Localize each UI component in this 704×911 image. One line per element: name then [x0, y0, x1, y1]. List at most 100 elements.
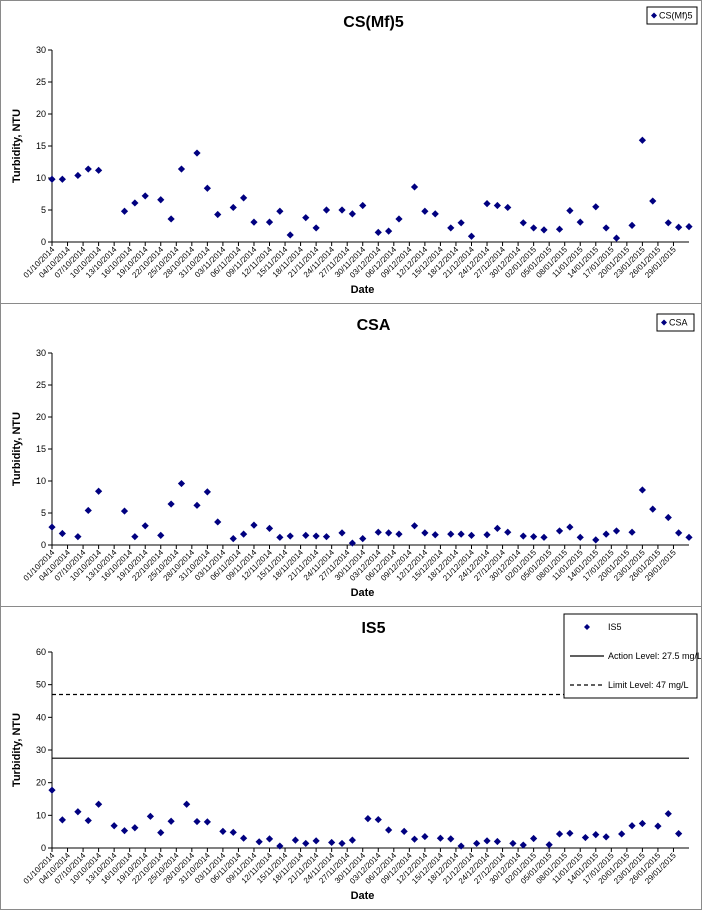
data-point [467, 232, 476, 240]
data-point [467, 531, 476, 539]
data-point [240, 530, 248, 538]
data-point [447, 835, 455, 843]
data-point [120, 507, 129, 515]
data-point [48, 786, 56, 794]
data-point [177, 479, 186, 488]
data-point [250, 218, 258, 226]
data-point [675, 223, 683, 231]
data-point [95, 487, 103, 495]
data-point [338, 839, 346, 848]
data-point [348, 539, 356, 547]
data-point [519, 532, 527, 540]
legend-marker [661, 319, 667, 326]
data-point [322, 206, 331, 214]
data-point [48, 175, 56, 183]
data-point [74, 808, 82, 816]
data-point [555, 527, 564, 535]
data-point [638, 819, 646, 828]
chart-panel-is5: IS5 0 10 20 30 40 50 60 01/10/2014 04/10/2014 07/1… [0, 606, 702, 910]
data-point [592, 203, 600, 211]
legend-marker [584, 624, 590, 630]
data-point [602, 833, 610, 841]
data-point [421, 832, 429, 841]
y-tick-label: 25 [36, 380, 46, 390]
data-point [157, 829, 165, 837]
data-point [447, 530, 455, 538]
data-point [649, 197, 657, 205]
data-point [457, 842, 465, 850]
data-point [483, 531, 491, 539]
chart-cs-mf-5: CS(Mf)505101520253001/10/201404/10/20140… [11, 6, 698, 296]
data-point [265, 218, 274, 226]
y-tick-label: 20 [36, 778, 46, 788]
data-point [131, 199, 139, 207]
y-axis-title: Turbidity, NTU [11, 109, 23, 183]
data-point [286, 532, 294, 540]
data-point [638, 136, 646, 144]
data-point [519, 841, 527, 849]
chart-panel-cs-mf-5: CS(Mf)5 0 5 10 15 20 25 30 01/10/2014 04/10/2014 0… [0, 0, 702, 304]
data-point [214, 210, 222, 219]
data-point [649, 505, 657, 513]
data-point [348, 210, 356, 218]
y-tick-label: 60 [36, 647, 46, 657]
data-point [131, 824, 139, 832]
data-point [141, 192, 149, 200]
legend-marker [651, 12, 657, 19]
data-point [157, 196, 165, 204]
data-point [592, 536, 600, 544]
data-point [675, 529, 683, 537]
data-point [120, 207, 129, 215]
data-point [48, 523, 56, 531]
data-point [84, 506, 92, 515]
data-point [493, 524, 501, 532]
data-point [110, 822, 118, 830]
data-point [566, 523, 574, 531]
data-point [167, 215, 175, 223]
data-point [566, 207, 574, 215]
data-point [183, 800, 191, 808]
data-point [302, 214, 310, 222]
data-point [664, 513, 672, 522]
data-point [421, 529, 429, 537]
y-tick-label: 30 [36, 45, 46, 55]
data-point [436, 834, 445, 842]
data-point [457, 219, 465, 227]
data-point [250, 521, 258, 529]
data-point [74, 171, 82, 180]
data-point [58, 816, 66, 824]
data-point [421, 207, 429, 215]
data-point [95, 166, 103, 174]
y-tick-label: 10 [36, 476, 46, 486]
data-point [302, 531, 310, 539]
chart-panel-csa: CSA 0 5 10 15 20 25 30 01/10/2014 04/10/2014 07/10… [0, 303, 702, 607]
y-tick-label: 5 [41, 508, 46, 518]
data-point [602, 530, 610, 538]
x-axis-title: Date [351, 284, 375, 296]
series-csa [48, 479, 693, 547]
data-point [322, 533, 331, 541]
legend: CSA [656, 313, 695, 332]
data-point [618, 830, 626, 838]
data-point [530, 224, 538, 232]
y-tick-label: 0 [41, 843, 46, 853]
data-point [555, 225, 564, 233]
data-point [265, 524, 274, 532]
data-point [431, 531, 439, 539]
data-point [203, 184, 211, 192]
data-point [312, 837, 320, 845]
data-point [255, 838, 263, 846]
data-point [203, 818, 211, 826]
data-point [410, 522, 419, 530]
data-point [457, 530, 465, 538]
data-point [193, 149, 201, 157]
data-point [146, 812, 154, 820]
data-point [400, 827, 408, 835]
data-point [504, 528, 512, 536]
data-point [530, 533, 538, 541]
data-point [628, 221, 636, 229]
data-point [385, 826, 393, 834]
legend: CS(Mf)5 [646, 6, 698, 25]
data-point [84, 816, 92, 825]
data-point [509, 839, 517, 848]
